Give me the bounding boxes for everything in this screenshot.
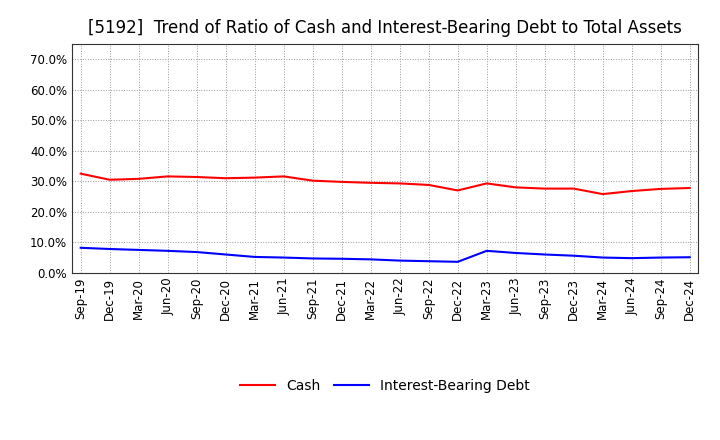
Cash (511, 185, 520, 190)
Interest-Bearing Debt (598, 255, 607, 260)
Cash (163, 174, 172, 179)
Interest-Bearing Debt (135, 247, 143, 253)
Cash (482, 181, 491, 186)
Cash (135, 176, 143, 181)
Cash (454, 188, 462, 193)
Interest-Bearing Debt (685, 255, 694, 260)
Line: Cash: Cash (81, 174, 690, 194)
Interest-Bearing Debt (308, 256, 317, 261)
Interest-Bearing Debt (570, 253, 578, 258)
Interest-Bearing Debt (105, 246, 114, 252)
Cash (76, 171, 85, 176)
Cash (308, 178, 317, 183)
Cash (251, 175, 259, 180)
Cash (657, 186, 665, 191)
Interest-Bearing Debt (395, 258, 404, 263)
Interest-Bearing Debt (657, 255, 665, 260)
Cash (424, 182, 433, 187)
Cash (627, 188, 636, 194)
Cash (338, 179, 346, 184)
Interest-Bearing Debt (163, 248, 172, 253)
Legend: Cash, Interest-Bearing Debt: Cash, Interest-Bearing Debt (235, 374, 536, 399)
Interest-Bearing Debt (424, 259, 433, 264)
Interest-Bearing Debt (279, 255, 288, 260)
Cash (541, 186, 549, 191)
Interest-Bearing Debt (221, 252, 230, 257)
Interest-Bearing Debt (366, 257, 375, 262)
Cash (570, 186, 578, 191)
Interest-Bearing Debt (454, 259, 462, 264)
Cash (395, 181, 404, 186)
Interest-Bearing Debt (192, 249, 201, 255)
Interest-Bearing Debt (338, 256, 346, 261)
Cash (221, 176, 230, 181)
Cash (366, 180, 375, 185)
Interest-Bearing Debt (482, 248, 491, 253)
Title: [5192]  Trend of Ratio of Cash and Interest-Bearing Debt to Total Assets: [5192] Trend of Ratio of Cash and Intere… (89, 19, 682, 37)
Interest-Bearing Debt (541, 252, 549, 257)
Interest-Bearing Debt (251, 254, 259, 260)
Interest-Bearing Debt (511, 250, 520, 256)
Line: Interest-Bearing Debt: Interest-Bearing Debt (81, 248, 690, 262)
Interest-Bearing Debt (76, 245, 85, 250)
Cash (105, 177, 114, 183)
Cash (192, 174, 201, 180)
Interest-Bearing Debt (627, 256, 636, 261)
Cash (598, 191, 607, 197)
Cash (685, 185, 694, 191)
Cash (279, 174, 288, 179)
